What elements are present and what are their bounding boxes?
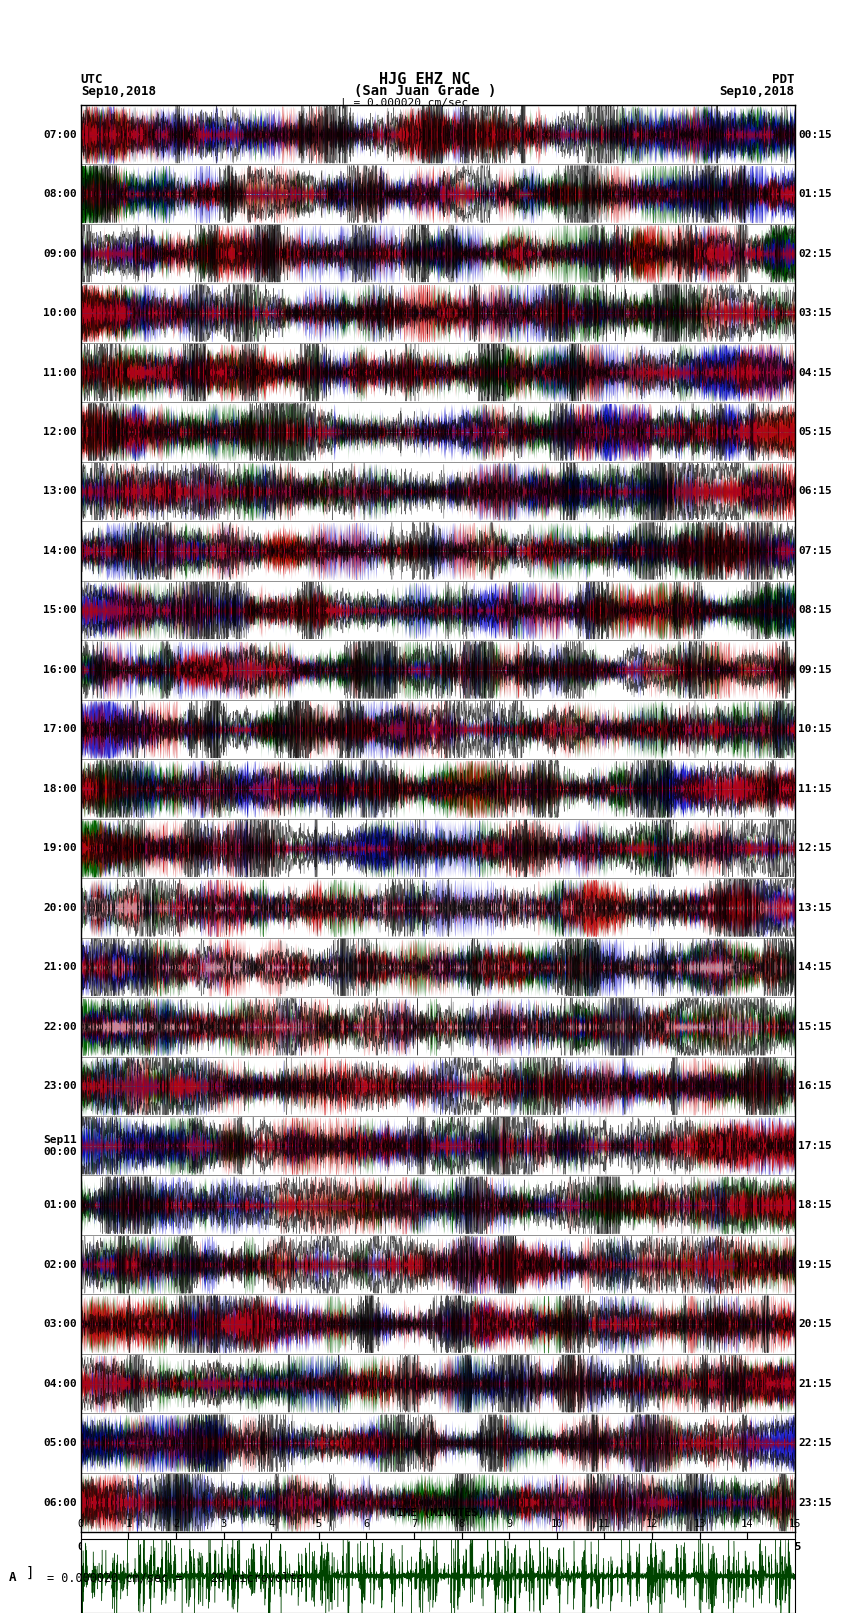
Text: (San Juan Grade ): (San Juan Grade ) [354, 84, 496, 98]
Text: 15:00: 15:00 [43, 605, 77, 616]
X-axis label: TIME (MINUTES): TIME (MINUTES) [385, 1557, 490, 1569]
Text: 14:15: 14:15 [798, 963, 832, 973]
Text: 12:15: 12:15 [798, 844, 832, 853]
Text: 19:00: 19:00 [43, 844, 77, 853]
Text: 00:15: 00:15 [798, 129, 832, 140]
Text: 10:15: 10:15 [798, 724, 832, 734]
Text: 05:15: 05:15 [798, 427, 832, 437]
Text: PDT: PDT [773, 73, 795, 87]
Text: 18:00: 18:00 [43, 784, 77, 794]
Text: 23:00: 23:00 [43, 1081, 77, 1092]
Text: Sep11
00:00: Sep11 00:00 [43, 1136, 77, 1157]
Text: | = 0.000020 cm/sec: | = 0.000020 cm/sec [340, 97, 468, 108]
Text: 12:00: 12:00 [43, 427, 77, 437]
Text: ]: ] [26, 1566, 34, 1579]
Text: 17:15: 17:15 [798, 1140, 832, 1150]
Text: 02:00: 02:00 [43, 1260, 77, 1269]
Text: 22:15: 22:15 [798, 1439, 832, 1448]
Text: = 0.000020 cm/sec =    20 microvolts: = 0.000020 cm/sec = 20 microvolts [47, 1571, 303, 1584]
Text: 20:15: 20:15 [798, 1319, 832, 1329]
Text: Sep10,2018: Sep10,2018 [720, 84, 795, 98]
Text: HJG EHZ NC: HJG EHZ NC [379, 73, 471, 87]
Text: 04:15: 04:15 [798, 368, 832, 377]
Text: 17:00: 17:00 [43, 724, 77, 734]
Text: 18:15: 18:15 [798, 1200, 832, 1210]
Text: 01:15: 01:15 [798, 189, 832, 198]
Text: 19:15: 19:15 [798, 1260, 832, 1269]
Text: 06:15: 06:15 [798, 487, 832, 497]
X-axis label: TIME (MINUTES): TIME (MINUTES) [390, 1508, 485, 1518]
Text: 13:00: 13:00 [43, 487, 77, 497]
Text: 14:00: 14:00 [43, 545, 77, 556]
Text: 20:00: 20:00 [43, 903, 77, 913]
Text: 21:15: 21:15 [798, 1379, 832, 1389]
Text: 02:15: 02:15 [798, 248, 832, 258]
Text: Sep10,2018: Sep10,2018 [81, 84, 156, 98]
Text: 08:00: 08:00 [43, 189, 77, 198]
Text: 09:15: 09:15 [798, 665, 832, 674]
Text: 03:15: 03:15 [798, 308, 832, 318]
Text: 09:00: 09:00 [43, 248, 77, 258]
Text: 07:00: 07:00 [43, 129, 77, 140]
Text: UTC: UTC [81, 73, 103, 87]
Text: 05:00: 05:00 [43, 1439, 77, 1448]
Text: 16:15: 16:15 [798, 1081, 832, 1092]
Text: 23:15: 23:15 [798, 1497, 832, 1508]
Text: 07:15: 07:15 [798, 545, 832, 556]
Text: 01:00: 01:00 [43, 1200, 77, 1210]
Text: 13:15: 13:15 [798, 903, 832, 913]
Text: 21:00: 21:00 [43, 963, 77, 973]
Text: 06:00: 06:00 [43, 1497, 77, 1508]
Text: 11:00: 11:00 [43, 368, 77, 377]
Text: A: A [8, 1571, 16, 1584]
Text: 22:00: 22:00 [43, 1021, 77, 1032]
Text: 11:15: 11:15 [798, 784, 832, 794]
Text: 10:00: 10:00 [43, 308, 77, 318]
Text: 16:00: 16:00 [43, 665, 77, 674]
Text: 08:15: 08:15 [798, 605, 832, 616]
Text: 03:00: 03:00 [43, 1319, 77, 1329]
Text: 04:00: 04:00 [43, 1379, 77, 1389]
Text: 15:15: 15:15 [798, 1021, 832, 1032]
